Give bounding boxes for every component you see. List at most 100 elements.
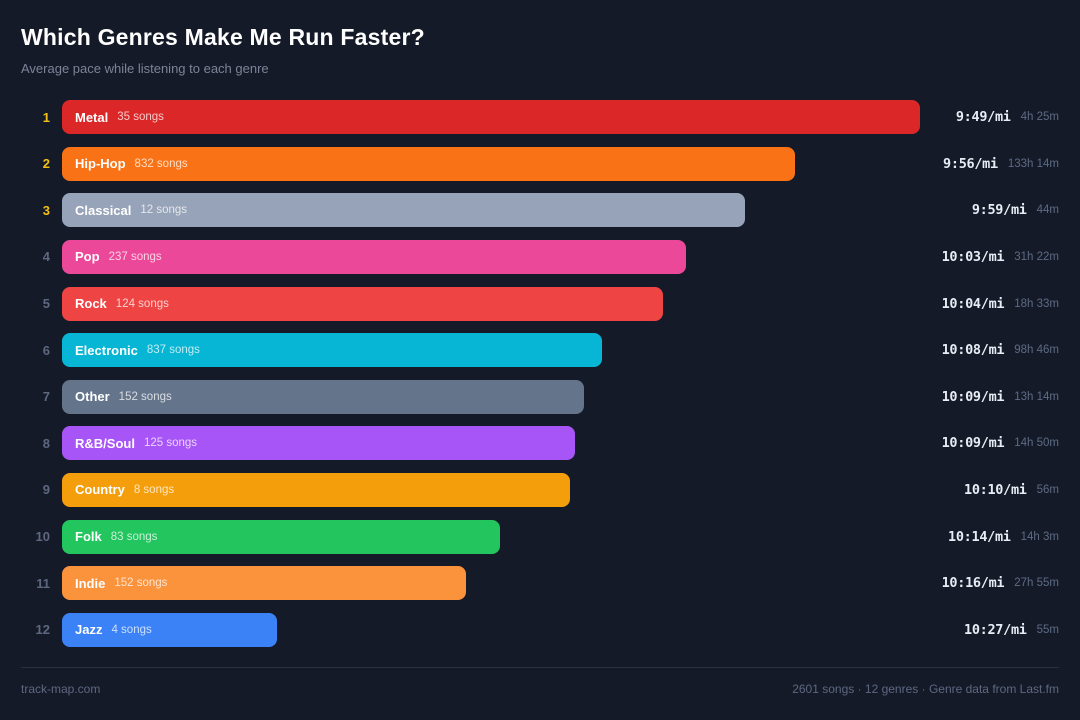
rank-label: 10 [35, 529, 50, 545]
pace-value: 10:10/mi [964, 481, 1027, 498]
genre-bar: Electronic 837 songs [62, 333, 602, 368]
genre-name: Pop [75, 249, 100, 265]
rank-label: 2 [42, 156, 50, 172]
chart-row: 6 Electronic 837 songs 10:08/mi 98h 46m [21, 333, 1059, 368]
bar-track: Rock 124 songs [62, 286, 920, 321]
listen-duration: 18h 33m [1014, 297, 1059, 310]
listen-duration: 14h 3m [1020, 530, 1059, 543]
rank-label: 12 [35, 622, 50, 638]
song-count: 837 songs [146, 344, 200, 357]
rank-label: 4 [42, 249, 50, 265]
listen-duration: 44m [1036, 204, 1059, 217]
pace-value: 10:08/mi [941, 342, 1005, 359]
genre-bar: Folk 83 songs [62, 519, 500, 554]
song-count: 125 songs [143, 437, 198, 450]
chart-row: 7 Other 152 songs 10:09/mi 13h 14m [21, 379, 1059, 414]
bar-track: Classical 12 songs [62, 193, 920, 228]
pace-value: 10:09/mi [941, 388, 1005, 405]
bar-track: Country 8 songs [62, 472, 920, 507]
genre-bar: Metal 35 songs [62, 100, 920, 135]
genre-name: Electronic [75, 342, 138, 358]
genre-bar: Other 152 songs [62, 379, 584, 414]
rank-label: 3 [42, 202, 50, 218]
song-count: 4 songs [111, 623, 152, 636]
genre-name: Country [75, 482, 125, 498]
page-subtitle: Average pace while listening to each gen… [21, 60, 269, 76]
song-count: 83 songs [110, 530, 158, 543]
pace-value: 10:27/mi [964, 621, 1027, 638]
page-title: Which Genres Make Me Run Faster? [21, 24, 425, 50]
genre-bar: Rock 124 songs [62, 286, 663, 321]
bar-track: Other 152 songs [62, 379, 920, 414]
row-values: 10:04/mi 18h 33m [920, 296, 1059, 312]
row-values: 10:09/mi 13h 14m [920, 389, 1059, 405]
chart-row: 10 Folk 83 songs 10:14/mi 14h 3m [21, 519, 1059, 554]
song-count: 8 songs [133, 483, 175, 496]
rank-label: 6 [42, 342, 50, 358]
row-values: 9:59/mi 44m [920, 202, 1059, 218]
chart-row: 3 Classical 12 songs 9:59/mi 44m [21, 193, 1059, 228]
genre-bar: Pop 237 songs [62, 239, 686, 274]
genre-bar: Hip-Hop 832 songs [62, 146, 795, 181]
rank-label: 7 [42, 389, 50, 405]
listen-duration: 14h 50m [1014, 437, 1059, 450]
song-count: 152 songs [114, 577, 168, 590]
bar-track: Jazz 4 songs [62, 612, 920, 647]
rank-label: 8 [42, 435, 50, 451]
pace-value: 10:03/mi [941, 248, 1005, 265]
listen-duration: 55m [1036, 623, 1059, 636]
row-values: 10:10/mi 56m [920, 482, 1059, 498]
listen-duration: 13h 14m [1014, 390, 1059, 403]
footer: track-map.com 2601 songs · 12 genres · G… [21, 667, 1059, 720]
row-values: 10:09/mi 14h 50m [920, 435, 1059, 451]
genre-bar: Indie 152 songs [62, 566, 467, 601]
row-values: 9:49/mi 4h 25m [920, 109, 1059, 125]
pace-value: 10:04/mi [941, 295, 1005, 312]
song-count: 152 songs [118, 390, 172, 403]
bar-track: Indie 152 songs [62, 566, 920, 601]
chart-row: 2 Hip-Hop 832 songs 9:56/mi 133h 14m [21, 146, 1059, 181]
chart-row: 1 Metal 35 songs 9:49/mi 4h 25m [21, 100, 1059, 135]
chart-row: 8 R&B/Soul 125 songs 10:09/mi 14h 50m [21, 426, 1059, 461]
genre-bar: Jazz 4 songs [62, 612, 278, 647]
genre-bar: Classical 12 songs [62, 193, 745, 228]
chart-row: 11 Indie 152 songs 10:16/mi 27h 55m [21, 566, 1059, 601]
rank-label: 9 [42, 482, 50, 498]
row-values: 9:56/mi 133h 14m [920, 156, 1059, 172]
listen-duration: 31h 22m [1014, 250, 1059, 263]
rank-label: 5 [42, 296, 50, 312]
genre-bar: R&B/Soul 125 songs [62, 426, 576, 461]
song-count: 832 songs [134, 157, 188, 170]
chart-row: 9 Country 8 songs 10:10/mi 56m [21, 472, 1059, 507]
genre-name: Rock [75, 296, 107, 312]
chart-row: 5 Rock 124 songs 10:04/mi 18h 33m [21, 286, 1059, 321]
pace-value: 10:09/mi [941, 435, 1005, 452]
bar-track: Metal 35 songs [62, 100, 920, 135]
pace-value: 10:16/mi [941, 575, 1005, 592]
bar-track: R&B/Soul 125 songs [62, 426, 920, 461]
footer-site: track-map.com [21, 682, 101, 696]
row-values: 10:16/mi 27h 55m [920, 575, 1059, 591]
footer-stats: 2601 songs · 12 genres · Genre data from… [792, 682, 1059, 696]
rank-label: 11 [36, 575, 50, 591]
bar-track: Folk 83 songs [62, 519, 920, 554]
genre-name: Indie [75, 575, 106, 591]
genre-bar-chart: 1 Metal 35 songs 9:49/mi 4h 25m 2 Hip-Ho… [21, 100, 1059, 647]
song-count: 35 songs [117, 111, 164, 124]
song-count: 237 songs [108, 250, 162, 263]
genre-name: Metal [75, 109, 109, 125]
pace-value: 10:14/mi [948, 528, 1011, 545]
bar-track: Electronic 837 songs [62, 333, 920, 368]
listen-duration: 133h 14m [1007, 157, 1059, 170]
listen-duration: 27h 55m [1014, 577, 1059, 590]
genre-name: Classical [75, 202, 132, 218]
row-values: 10:14/mi 14h 3m [920, 529, 1059, 545]
bar-track: Pop 237 songs [62, 239, 920, 274]
pace-value: 9:59/mi [971, 202, 1027, 219]
listen-duration: 98h 46m [1014, 344, 1059, 357]
listen-duration: 4h 25m [1020, 111, 1059, 124]
rank-label: 1 [42, 109, 50, 125]
genre-name: Other [75, 389, 110, 405]
genre-name: R&B/Soul [75, 435, 135, 451]
